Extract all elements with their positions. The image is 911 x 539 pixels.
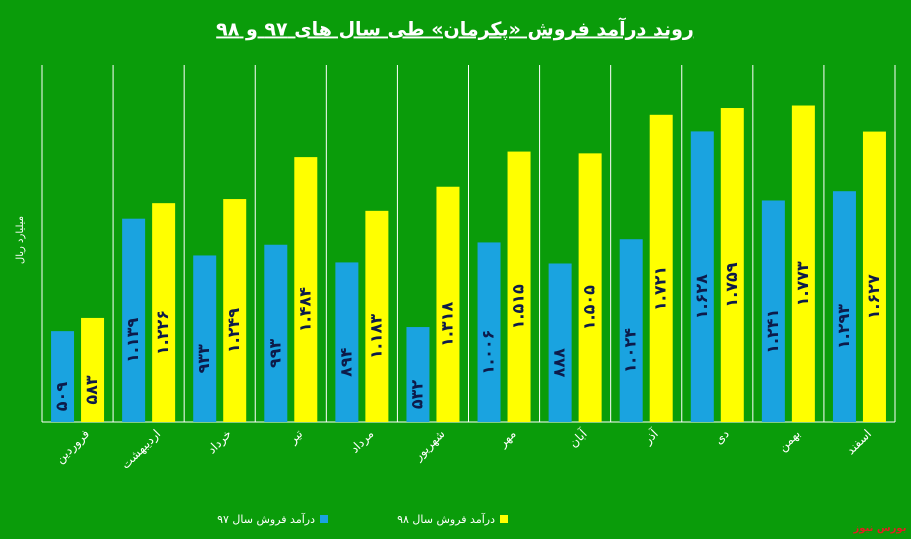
chart-title: روند درآمد فروش «پکرمان» طی سال های ۹۷ و… [216, 17, 694, 41]
bar [406, 327, 430, 422]
data-label: ۱.۲۴۹ [224, 308, 243, 353]
data-label: ۱.۰۰۶ [479, 330, 498, 375]
data-label: ۹۳۳ [194, 344, 213, 374]
data-label: ۱.۵۱۵ [509, 284, 528, 329]
source: بورس نیوز [853, 523, 907, 534]
bar [619, 239, 643, 422]
data-label: ۱.۱۸۳ [366, 314, 385, 359]
bar [649, 114, 673, 422]
bar [335, 262, 359, 422]
data-label: ۱.۴۸۴ [295, 287, 314, 332]
data-label: ۱.۶۲۸ [692, 274, 711, 319]
legend-swatch [500, 515, 508, 523]
bar [264, 244, 288, 422]
data-label: ۹۹۳ [265, 338, 284, 368]
bar [365, 210, 389, 422]
legend-label: درآمد فروش سال ۹۸ [397, 512, 495, 526]
data-label: ۵۳۲ [407, 380, 426, 410]
data-label: ۱.۵۰۵ [580, 285, 599, 330]
y-axis-label: میلیارد ریال [15, 216, 26, 264]
bar [832, 191, 856, 422]
data-label: ۸۹۴ [336, 347, 355, 377]
bar [548, 263, 572, 422]
bar [51, 331, 75, 422]
data-label: ۵۰۹ [52, 382, 71, 412]
bar [294, 157, 318, 422]
bar [152, 203, 176, 422]
bar [122, 218, 146, 422]
legend-swatch [320, 515, 328, 523]
bar [761, 200, 785, 422]
data-label: ۱.۳۱۸ [437, 302, 456, 347]
bar [578, 153, 602, 423]
data-label: ۱.۲۹۳ [834, 304, 853, 349]
data-label: ۱.۱۳۹ [123, 318, 142, 363]
bar [436, 186, 460, 422]
bar [507, 151, 531, 422]
data-label: ۱.۲۲۶ [153, 310, 172, 355]
data-label: ۵۸۳ [82, 375, 101, 405]
bar [791, 105, 815, 422]
bar [193, 255, 217, 422]
bar [720, 108, 744, 423]
data-label: ۱.۷۷۳ [793, 261, 812, 306]
bar [862, 131, 886, 422]
bar [477, 242, 501, 422]
data-label: ۸۸۸ [550, 348, 569, 378]
legend-label: درآمد فروش سال ۹۷ [217, 512, 315, 526]
data-label: ۱.۰۲۴ [621, 328, 640, 373]
bar [81, 317, 105, 422]
data-label: ۱.۷۵۹ [722, 262, 741, 307]
data-label: ۱.۶۲۷ [864, 274, 883, 319]
data-label: ۱.۲۴۱ [763, 309, 782, 354]
bar [223, 199, 247, 422]
data-label: ۱.۷۲۱ [651, 266, 670, 311]
bar [690, 131, 714, 423]
